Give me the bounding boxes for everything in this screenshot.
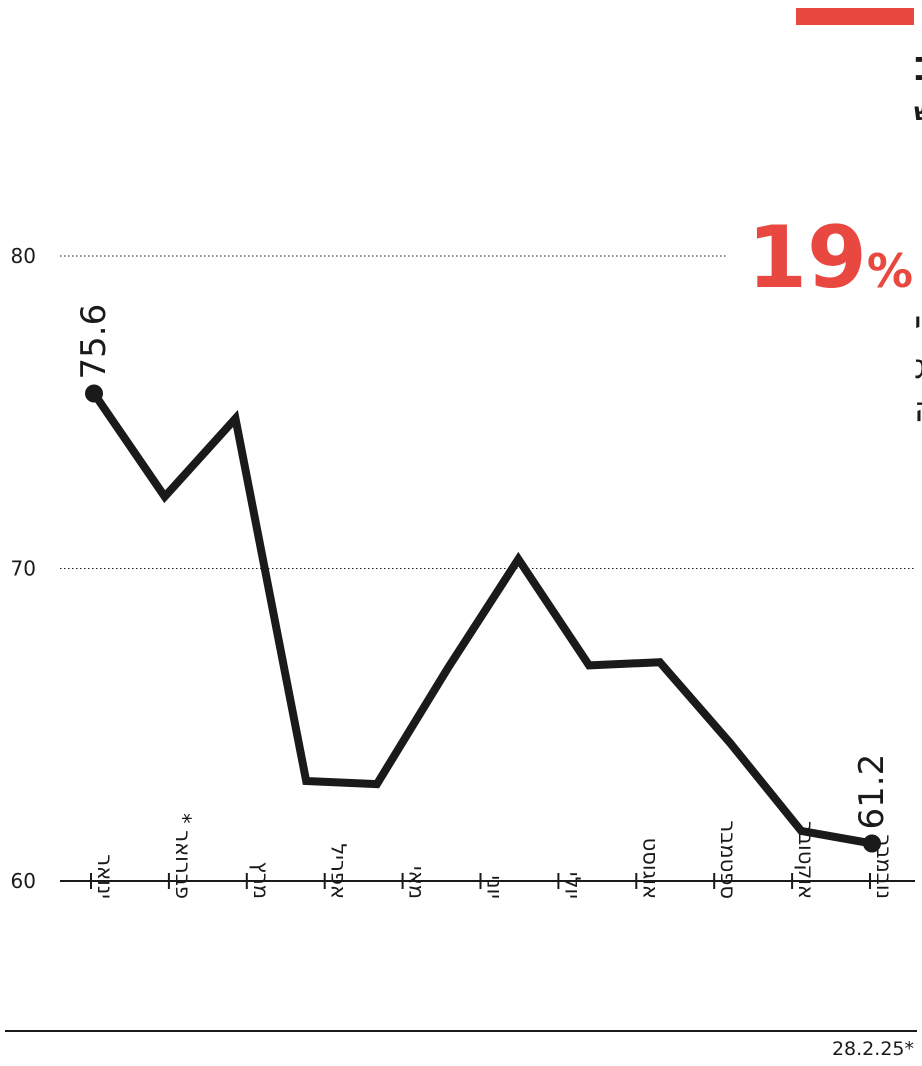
annotation-line: ברנט מתחילת השנה <box>914 390 922 430</box>
x-tick-label: ספטמבר <box>716 820 740 899</box>
value-label: 61.2 <box>852 754 892 830</box>
footnote: 28.2.25* <box>832 1038 914 1060</box>
annotation-line: הירידה במחירי <box>914 304 922 344</box>
accent-bar <box>796 8 914 25</box>
x-tick-label: אוגוסט <box>638 838 662 899</box>
end-point <box>85 384 103 403</box>
x-tick-label: אפריל <box>327 843 351 899</box>
line-series <box>90 391 873 848</box>
x-tick-label: יולי <box>560 872 584 899</box>
value-label: 75.6 <box>74 304 114 380</box>
x-tick-label: מאי <box>405 866 429 899</box>
annotation-line: חבית נפט מסוג <box>914 347 922 387</box>
chart-title: נפט בירידה, כמו שטראמפ אוהב <box>914 41 922 90</box>
y-tick-label: 80 <box>11 244 36 268</box>
x-tick-label: ינואר <box>93 854 117 899</box>
x-tick-label: מרץ <box>249 862 273 899</box>
end-point <box>863 834 881 853</box>
highlight-unit: % <box>867 244 913 298</box>
highlight-number: 19 <box>747 208 867 308</box>
highlight: 19% <box>747 208 913 308</box>
y-tick-label: 70 <box>11 557 36 581</box>
y-tick-label: 60 <box>11 869 36 893</box>
x-tick-label: פברואר * <box>171 813 195 899</box>
x-tick-label: יוני <box>483 875 507 899</box>
chart-subtitle: מחיר חבית מסוג ברנט, בדולרים, נתוני ה־29… <box>914 97 922 126</box>
